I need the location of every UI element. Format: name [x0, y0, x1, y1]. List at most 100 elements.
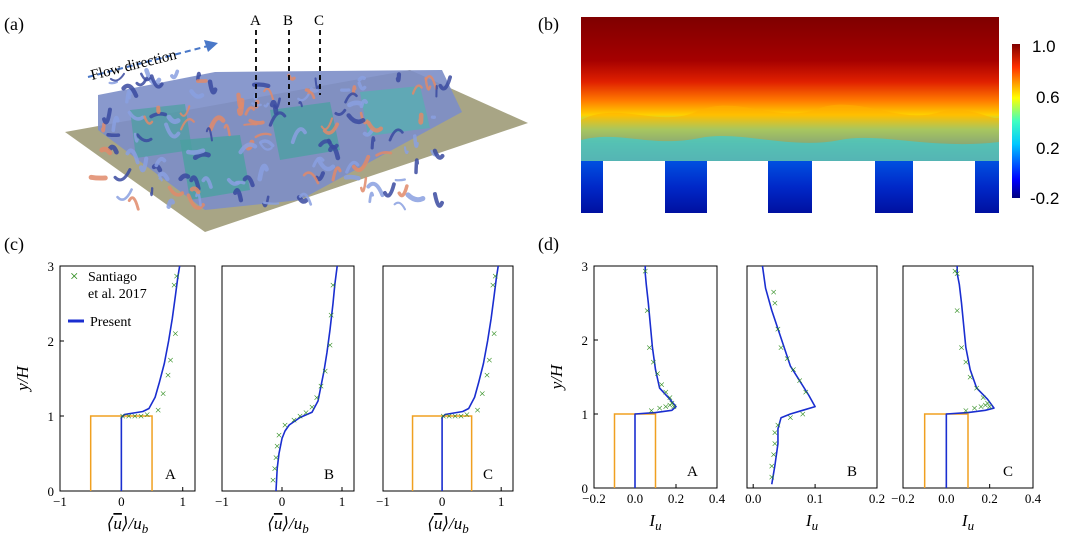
x-tick-label: −0.2 — [891, 491, 915, 506]
vortex-tube — [351, 154, 371, 172]
vortex-tube — [318, 139, 332, 148]
data-point-experiment: × — [958, 340, 965, 354]
vortex-tube — [196, 71, 202, 82]
vortex-tube — [127, 196, 140, 211]
data-point-experiment: × — [796, 374, 803, 388]
data-point-experiment: × — [172, 327, 179, 341]
data-point-experiment: × — [775, 322, 782, 336]
data-point-experiment: × — [167, 353, 174, 367]
vortex-tube — [395, 72, 402, 83]
vortex-tube — [207, 79, 218, 95]
data-point-experiment: × — [318, 379, 325, 393]
x-tick-label: −1 — [376, 494, 390, 509]
vortex-tube — [238, 142, 258, 155]
x-tick-label: 0.2 — [982, 491, 998, 506]
cavity — [768, 161, 812, 213]
vortex-visualization — [65, 68, 528, 232]
station-label: B — [847, 464, 857, 480]
vortex-tube — [424, 75, 438, 91]
vortex-tube — [262, 195, 270, 208]
vortex-tube — [233, 188, 244, 203]
vortex-tube — [297, 93, 310, 102]
x-tick-label: 0.0 — [938, 491, 954, 506]
station-label: A — [687, 464, 698, 480]
vortex-tube — [189, 175, 201, 191]
vortex-tube — [179, 105, 191, 117]
vortex-tube — [167, 185, 185, 197]
data-point-experiment: × — [658, 377, 665, 391]
vortex-tube — [357, 75, 366, 82]
data-point-experiment: × — [671, 400, 678, 414]
data-point-experiment: × — [669, 396, 676, 410]
x-axis-label: Iu — [961, 511, 975, 533]
data-point-experiment: × — [125, 409, 132, 423]
velocity-contour — [581, 17, 999, 213]
vortex-tube — [298, 192, 313, 206]
vortex-tube — [413, 134, 419, 148]
data-point-experiment: × — [978, 400, 985, 414]
vortex-tube — [346, 113, 366, 125]
data-point-experiment: × — [646, 340, 653, 354]
vortex-tube — [366, 181, 385, 198]
vortex-tube — [178, 173, 191, 182]
y-tick-label: 2 — [48, 334, 55, 349]
colorbar-tick: 0.6 — [1036, 88, 1060, 107]
vortex-tube — [242, 175, 255, 188]
data-point-experiment: × — [771, 426, 778, 440]
vortex-tube — [150, 187, 154, 197]
data-point-experiment: × — [452, 409, 459, 423]
x-tick-label: −0.2 — [582, 491, 606, 506]
vortex-tube — [405, 192, 426, 203]
data-point-experiment: × — [276, 428, 283, 442]
x-tick-label: −1 — [215, 494, 229, 509]
station-label: A — [165, 467, 176, 483]
data-point-experiment: × — [666, 391, 673, 405]
vortex-tube — [101, 122, 106, 133]
plot-c-C: −1 0 1× × × × × ×××××××C⟨u⟩/ub — [376, 265, 514, 536]
series-line-present — [634, 266, 677, 488]
x-tick-label: 1 — [339, 494, 346, 509]
cavity — [665, 161, 707, 213]
vortex-tube — [166, 114, 181, 125]
panel-d-label: (d) — [538, 234, 559, 255]
data-point-experiment: × — [954, 266, 961, 280]
data-point-experiment: × — [330, 278, 337, 292]
data-point-experiment: × — [282, 418, 289, 432]
vortex-tube — [116, 188, 133, 201]
y-tick-label: 0 — [582, 481, 589, 496]
x-tick-label: 0.0 — [745, 491, 761, 506]
vortex-tube — [201, 176, 213, 189]
y-axis-label: y/H — [13, 365, 32, 393]
vortex-tube — [302, 171, 320, 185]
vortex-tube — [269, 99, 279, 116]
vortex-tube — [263, 102, 270, 108]
vortex-tube — [108, 80, 119, 85]
vortex-tube — [186, 148, 206, 155]
vortex-tube — [312, 156, 325, 168]
data-point-experiment: × — [775, 418, 782, 432]
vortex-tube — [135, 76, 148, 87]
vortex-tube — [111, 115, 120, 133]
data-point-experiment: × — [790, 363, 797, 377]
data-point-experiment: × — [160, 387, 167, 401]
data-point-experiment: × — [648, 403, 655, 417]
vortex-tube — [345, 160, 360, 174]
x-tick-label: 0 — [279, 494, 286, 509]
colorbar — [1012, 44, 1020, 198]
data-point-experiment: × — [662, 385, 669, 399]
station-label: C — [483, 467, 493, 483]
data-point-experiment: × — [322, 364, 329, 378]
series-line-present — [275, 265, 338, 492]
data-point-experiment: × — [313, 390, 320, 404]
vortex-tube — [158, 176, 163, 182]
vortex-tube — [102, 107, 112, 125]
y-tick-label: 3 — [582, 259, 589, 274]
data-point-experiment: × — [484, 368, 491, 382]
vortex-tube — [107, 144, 119, 155]
x-tick-label: −1 — [53, 494, 67, 509]
vortex-tube — [383, 182, 396, 198]
vortex-tube — [258, 141, 273, 151]
legend-label-experiment-2: et al. 2017 — [88, 287, 147, 302]
vortex-tube — [359, 98, 368, 109]
